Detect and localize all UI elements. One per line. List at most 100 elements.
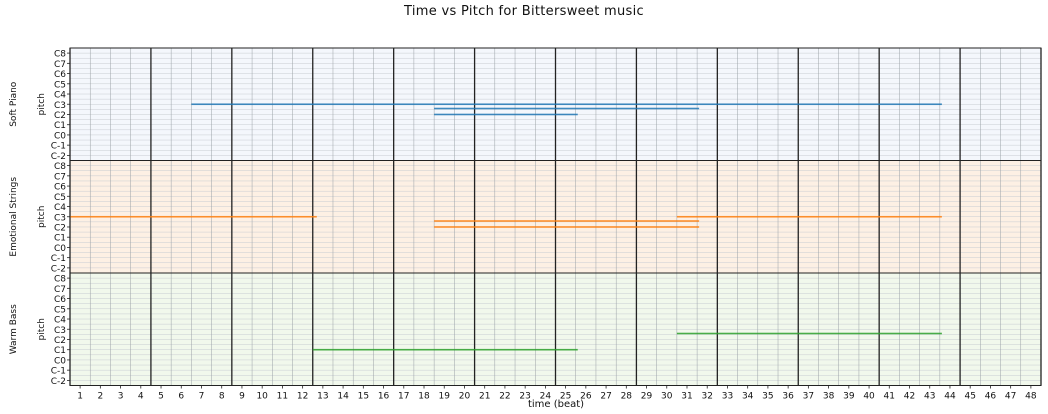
y-tick-label: C7 bbox=[54, 60, 66, 70]
x-tick-label: 3 bbox=[118, 392, 124, 402]
x-tick-label: 26 bbox=[580, 392, 592, 402]
x-tick-label: 46 bbox=[985, 392, 997, 402]
track-name: Emotional Strings bbox=[9, 177, 19, 257]
note-C1 bbox=[312, 348, 578, 351]
x-tick-label: 10 bbox=[256, 392, 268, 402]
panel-frame bbox=[69, 272, 1042, 386]
y-tick-label: C4 bbox=[54, 91, 66, 101]
y-tick-label: C1 bbox=[54, 121, 66, 131]
y-tick-label: C0 bbox=[54, 244, 66, 254]
x-tick-label: 11 bbox=[277, 392, 288, 402]
y-axis-label: pitch bbox=[37, 318, 47, 340]
y-tick-label: C3 bbox=[54, 213, 66, 223]
x-tick-label: 13 bbox=[317, 392, 328, 402]
x-tick-label: 30 bbox=[661, 392, 673, 402]
x-tick-label: 38 bbox=[823, 392, 835, 402]
note-C2 bbox=[434, 113, 578, 116]
x-tick-label: 9 bbox=[239, 392, 245, 402]
x-tick-label: 29 bbox=[641, 392, 653, 402]
x-tick-label: 36 bbox=[782, 392, 794, 402]
x-tick-label: 34 bbox=[742, 392, 754, 402]
note-G2 bbox=[434, 220, 700, 222]
x-tick-label: 39 bbox=[843, 392, 855, 402]
y-tick-label: C3 bbox=[54, 326, 66, 336]
x-tick-label: 15 bbox=[358, 392, 369, 402]
x-tick-label: 23 bbox=[519, 392, 530, 402]
x-tick-label: 27 bbox=[600, 392, 611, 402]
x-tick-label: 22 bbox=[499, 392, 510, 402]
y-tick-label: C6 bbox=[54, 295, 66, 305]
y-tick-label: C8 bbox=[54, 275, 66, 285]
y-tick-label: C1 bbox=[54, 234, 66, 244]
x-tick-label: 37 bbox=[803, 392, 814, 402]
y-tick-label: C6 bbox=[54, 183, 66, 193]
y-tick-label: C4 bbox=[54, 316, 66, 326]
y-tick-label: C8 bbox=[54, 50, 66, 60]
x-tick-label: 17 bbox=[398, 392, 409, 402]
y-tick-label: C-2 bbox=[51, 152, 66, 162]
y-tick-label: C5 bbox=[54, 193, 66, 203]
note-C3 bbox=[798, 103, 942, 106]
note-C3 bbox=[70, 215, 317, 218]
x-tick-label: 16 bbox=[378, 392, 390, 402]
track-name: Soft Piano bbox=[9, 81, 19, 127]
x-tick-label: 2 bbox=[97, 392, 103, 402]
track-name: Warm Bass bbox=[9, 304, 19, 354]
x-tick-label: 31 bbox=[681, 392, 692, 402]
note-C3 bbox=[434, 103, 677, 106]
x-tick-label: 32 bbox=[701, 392, 712, 402]
chart-title: Time vs Pitch for Bittersweet music bbox=[404, 4, 644, 19]
x-tick-label: 6 bbox=[178, 392, 184, 402]
y-tick-label: C6 bbox=[54, 70, 66, 80]
x-tick-label: 24 bbox=[540, 392, 552, 402]
x-tick-label: 45 bbox=[964, 392, 975, 402]
note-C3 bbox=[676, 215, 942, 218]
x-tick-label: 35 bbox=[762, 392, 773, 402]
x-axis-label: time (beat) bbox=[527, 399, 585, 410]
x-tick-label: 5 bbox=[158, 392, 164, 402]
x-tick-label: 25 bbox=[560, 392, 571, 402]
x-tick-label: 40 bbox=[863, 392, 875, 402]
y-tick-label: C7 bbox=[54, 172, 66, 182]
x-tick-label: 44 bbox=[944, 392, 956, 402]
x-tick-label: 19 bbox=[439, 392, 451, 402]
x-tick-label: 18 bbox=[418, 392, 430, 402]
y-tick-label: C-2 bbox=[51, 377, 66, 387]
y-tick-label: C-1 bbox=[51, 367, 66, 377]
y-tick-label: C5 bbox=[54, 305, 66, 315]
x-tick-label: 7 bbox=[199, 392, 205, 402]
y-tick-label: C0 bbox=[54, 131, 66, 141]
note-C2 bbox=[434, 226, 700, 228]
y-tick-label: C2 bbox=[54, 223, 66, 233]
y-tick-label: C2 bbox=[54, 336, 66, 346]
x-tick-label: 8 bbox=[219, 392, 225, 402]
y-tick-label: C-1 bbox=[51, 254, 66, 264]
x-tick-label: 14 bbox=[337, 392, 349, 402]
x-tick-label: 12 bbox=[297, 392, 308, 402]
y-tick-label: C4 bbox=[54, 203, 66, 213]
y-tick-label: C0 bbox=[54, 356, 66, 366]
x-tick-label: 48 bbox=[1025, 392, 1037, 402]
y-axis-label: pitch bbox=[37, 206, 47, 228]
x-tick-label: 42 bbox=[904, 392, 915, 402]
x-tick-label: 33 bbox=[722, 392, 733, 402]
x-tick-label: 20 bbox=[459, 392, 471, 402]
y-tick-label: C7 bbox=[54, 285, 66, 295]
y-axis-label: pitch bbox=[37, 93, 47, 115]
note-G2 bbox=[434, 107, 700, 110]
x-tick-label: 47 bbox=[1005, 392, 1016, 402]
y-tick-label: C-2 bbox=[51, 264, 66, 274]
note-G2 bbox=[676, 332, 942, 335]
note-C3 bbox=[191, 103, 435, 106]
x-tick-label: 4 bbox=[138, 392, 144, 402]
x-tick-label: 41 bbox=[884, 392, 895, 402]
y-tick-label: C3 bbox=[54, 101, 66, 111]
y-tick-label: C2 bbox=[54, 111, 66, 121]
y-tick-label: C8 bbox=[54, 162, 66, 172]
x-tick-label: 28 bbox=[621, 392, 633, 402]
x-tick-label: 21 bbox=[479, 392, 490, 402]
x-tick-label: 1 bbox=[77, 392, 83, 402]
x-tick-label: 43 bbox=[924, 392, 935, 402]
y-tick-label: C-1 bbox=[51, 142, 66, 152]
